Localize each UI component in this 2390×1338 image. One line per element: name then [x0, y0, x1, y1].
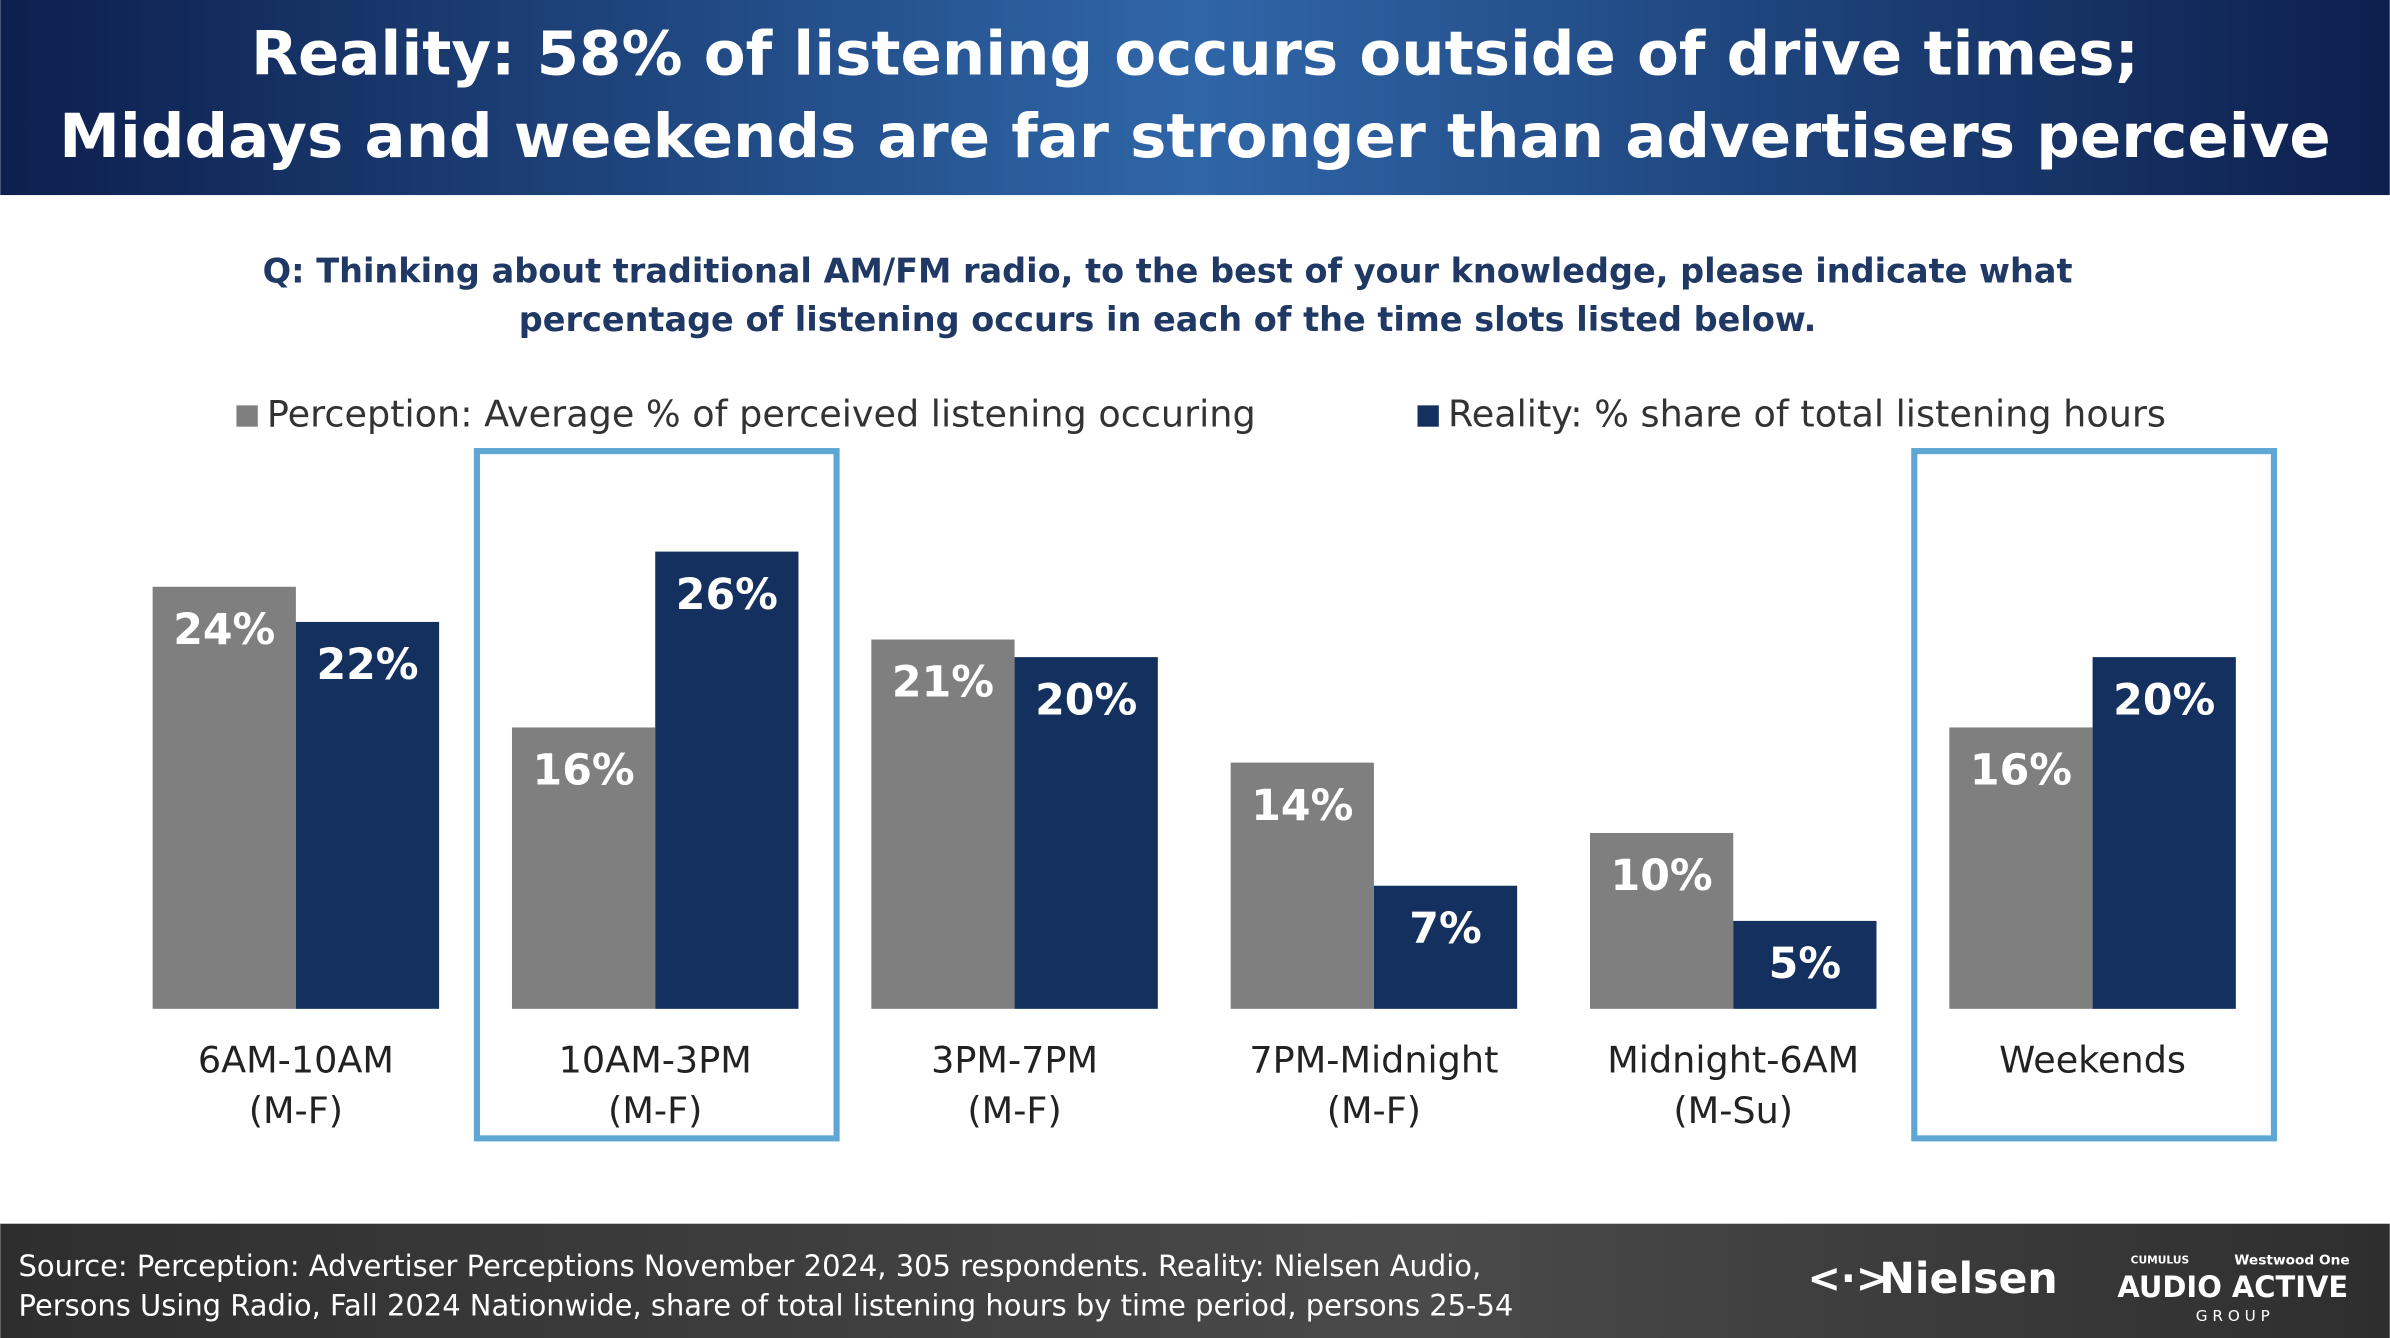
legend-label: Perception: Average % of perceived liste…	[267, 393, 1256, 436]
value-label: 10%	[1611, 851, 1713, 901]
logo-mark: <·>	[1808, 1256, 1889, 1302]
x-tick-label: (M-F)	[608, 1089, 702, 1132]
x-tick-label: (M-Su)	[1673, 1089, 1793, 1132]
bar	[1014, 657, 1158, 1009]
bar	[152, 586, 296, 1009]
value-label: 21%	[892, 658, 994, 708]
value-label: 24%	[173, 605, 275, 655]
bar	[655, 551, 799, 1009]
title: Middays and weekends are far stronger th…	[59, 101, 2330, 172]
value-label: 16%	[1970, 746, 2072, 796]
legend-label: Reality: % share of total listening hour…	[1448, 393, 2166, 436]
legend-swatch	[236, 405, 258, 427]
x-tick-label: (M-F)	[249, 1089, 343, 1132]
logo-westwood: Westwood One	[2234, 1252, 2349, 1268]
logo-group: G R O U P	[2196, 1307, 2270, 1325]
value-label: 7%	[1409, 904, 1481, 954]
question: percentage of listening occurs in each o…	[519, 300, 1817, 339]
x-tick-label: 10AM-3PM	[559, 1039, 752, 1082]
value-label: 5%	[1769, 939, 1841, 989]
highlight-box	[1911, 448, 2277, 1142]
value-label: 20%	[1035, 675, 1137, 725]
source: Source: Perception: Advertiser Perceptio…	[19, 1249, 1482, 1283]
x-tick-label: Weekends	[1999, 1039, 2186, 1082]
bar	[511, 727, 656, 1009]
source: Persons Using Radio, Fall 2024 Nationwid…	[19, 1289, 1514, 1323]
logo-nielsen: Nielsen	[1879, 1254, 2058, 1304]
bar	[2092, 657, 2236, 1009]
x-tick-label: 3PM-7PM	[931, 1039, 1098, 1082]
x-tick-label: Midnight-6AM	[1607, 1039, 1859, 1082]
bar	[1230, 762, 1374, 1009]
bar	[1373, 885, 1518, 1009]
question: Q: Thinking about traditional AM/FM radi…	[263, 251, 2073, 290]
bar	[871, 639, 1015, 1009]
title: Reality: 58% of listening occurs outside…	[251, 19, 2139, 90]
value-label: 22%	[316, 640, 418, 690]
logo-audio-active: AUDIO ACTIVE	[2117, 1270, 2348, 1304]
x-tick-label: 6AM-10AM	[198, 1039, 394, 1082]
value-label: 16%	[533, 746, 635, 796]
legend-swatch	[1417, 405, 1439, 427]
bar	[1589, 832, 1734, 1009]
x-tick-label: (M-F)	[967, 1089, 1061, 1132]
bar	[295, 621, 440, 1009]
x-tick-label: (M-F)	[1327, 1089, 1421, 1132]
bar	[1733, 920, 1877, 1009]
footer-band	[0, 1223, 2390, 1338]
value-label: 20%	[2113, 675, 2215, 725]
x-tick-label: 7PM-Midnight	[1249, 1039, 1498, 1082]
value-label: 26%	[676, 570, 778, 620]
bar	[1949, 727, 2093, 1009]
header-band	[0, 0, 2390, 196]
logo-cumulus: CUMULUS	[2131, 1253, 2189, 1266]
highlight-box	[473, 448, 840, 1142]
value-label: 14%	[1251, 781, 1353, 831]
